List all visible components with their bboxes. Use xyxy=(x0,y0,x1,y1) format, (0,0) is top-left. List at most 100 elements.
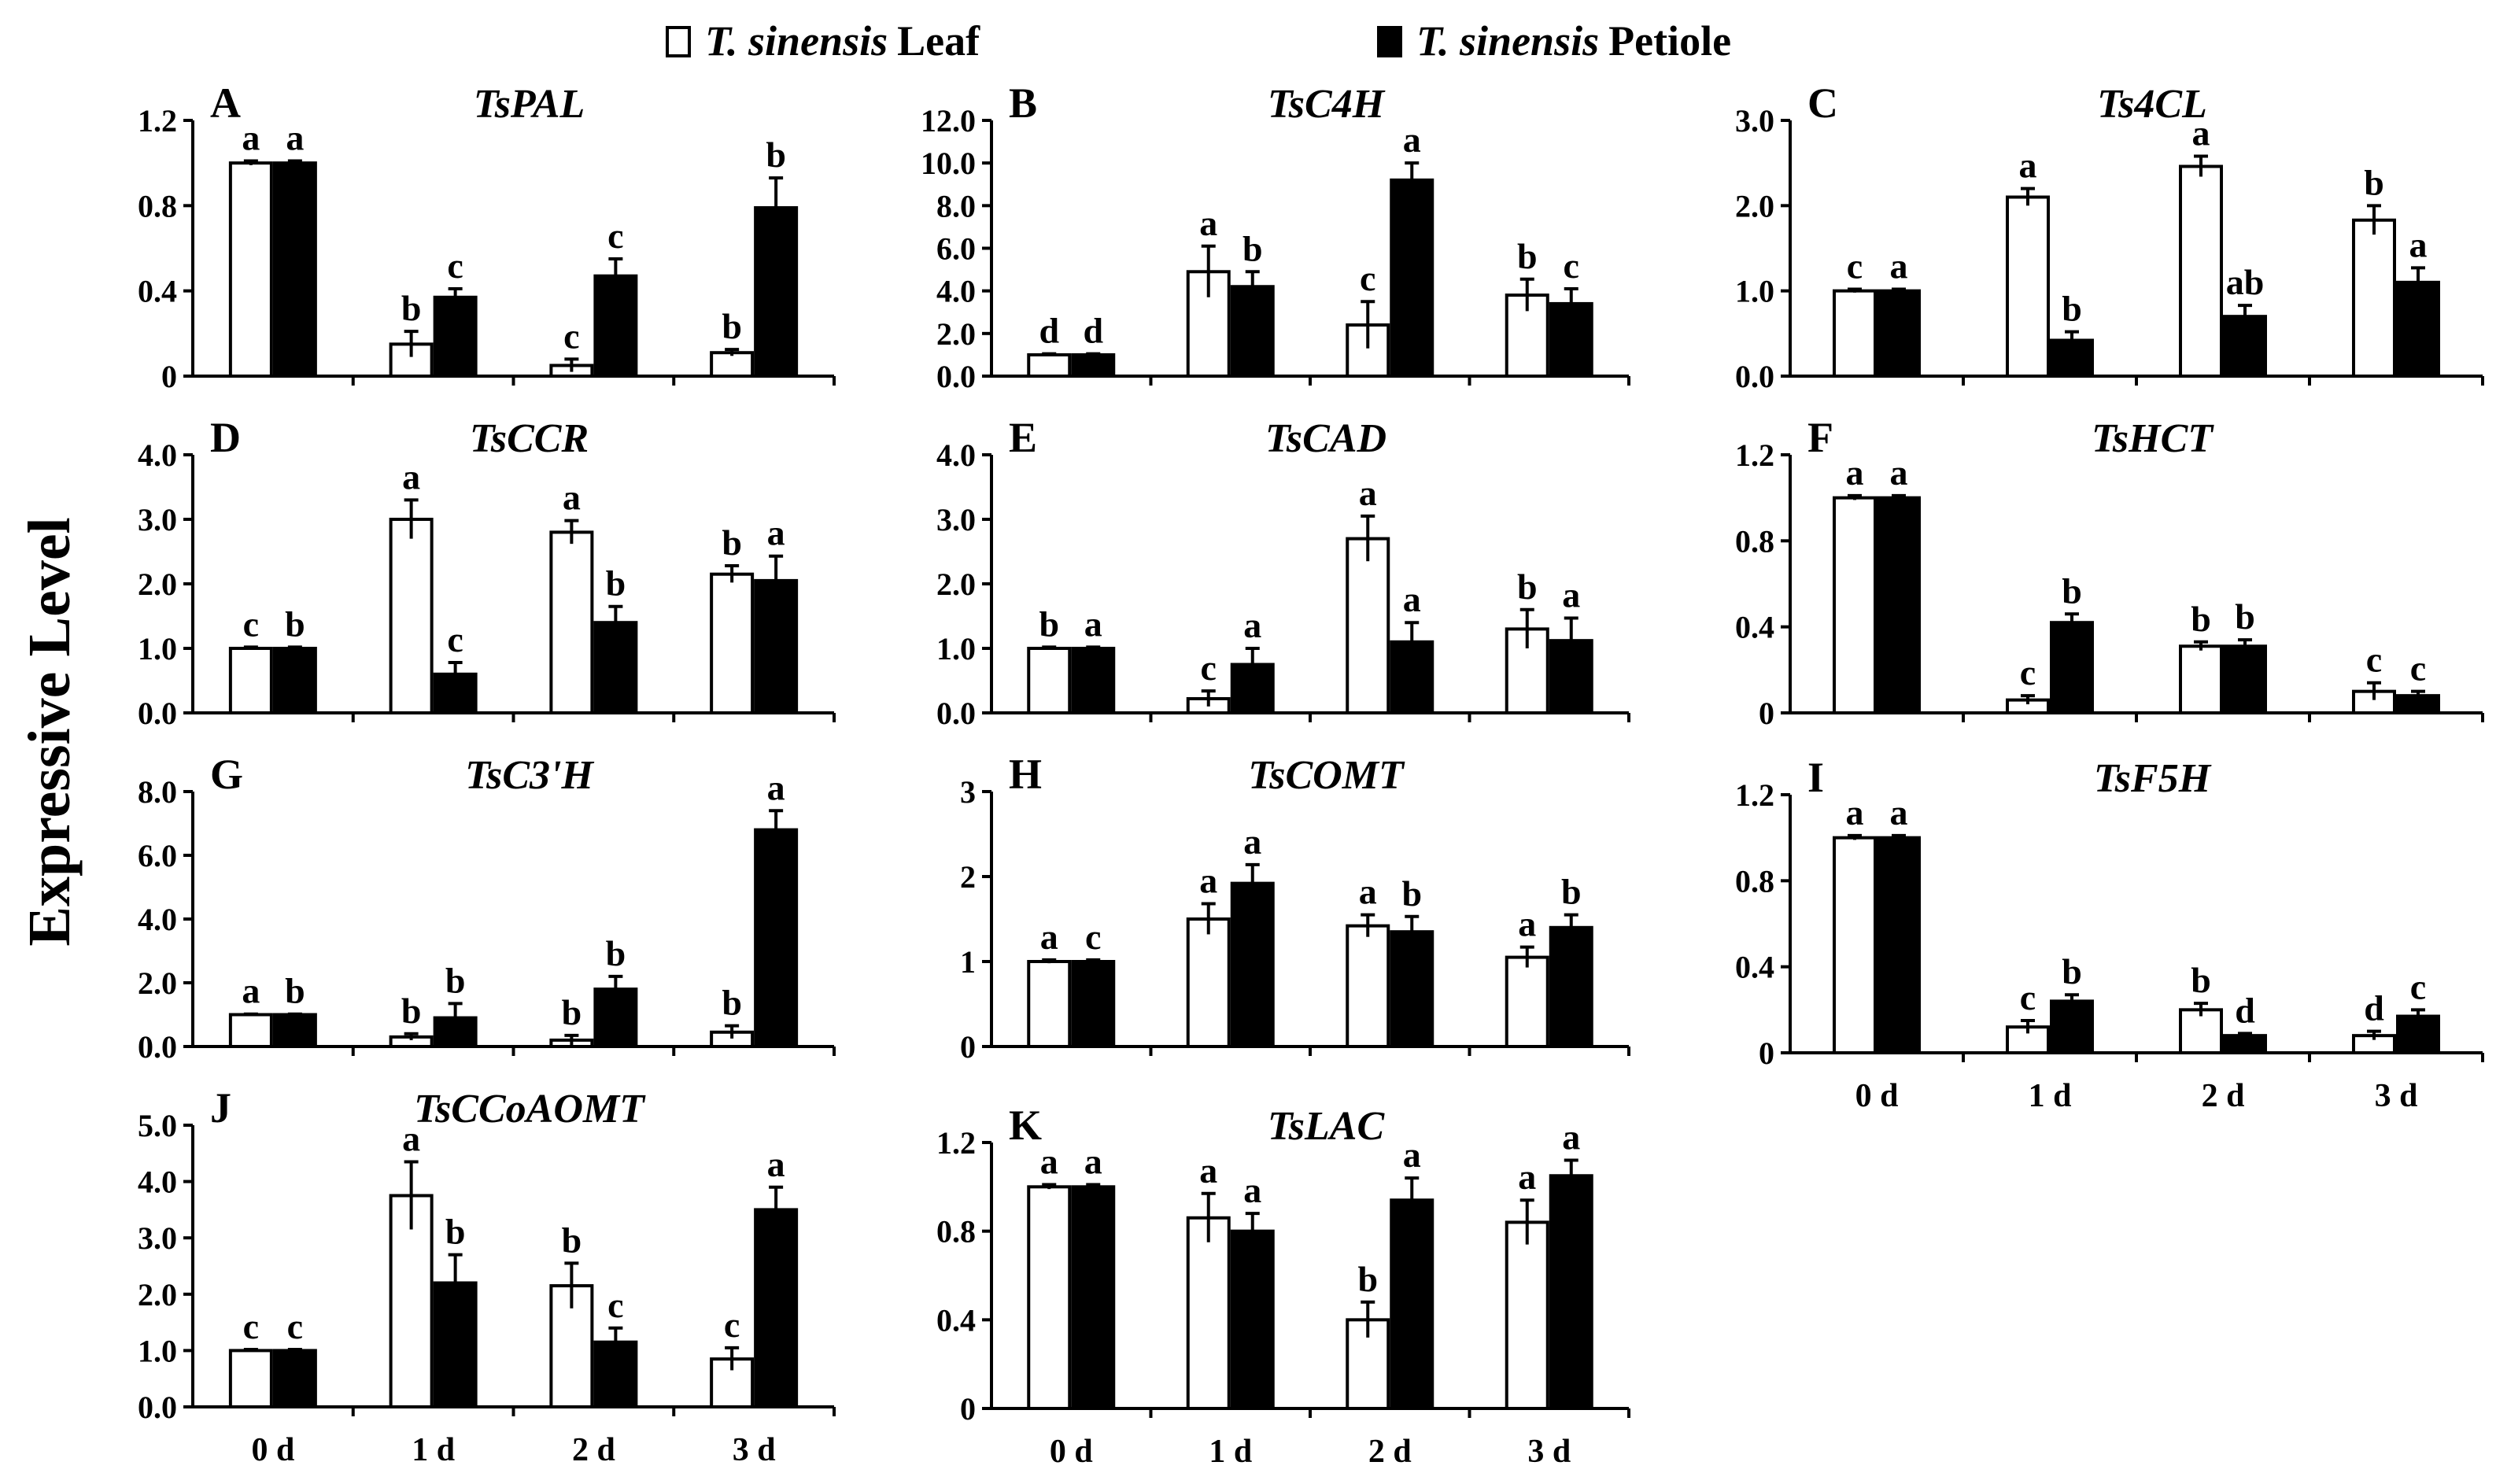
y-tick-label: 1.2 xyxy=(1735,777,1774,813)
significance-letter: a xyxy=(1846,452,1864,493)
x-tick-label: 3 d xyxy=(2375,1078,2418,1114)
y-tick-label: 0 xyxy=(1759,1035,1774,1071)
bar-petiole xyxy=(1877,289,1921,378)
significance-letter: c xyxy=(563,316,579,356)
significance-letter: c xyxy=(2410,648,2426,688)
bar-leaf xyxy=(1027,960,1072,1048)
y-tick-label: 3.0 xyxy=(138,1220,177,1256)
legend-leaf-swatch xyxy=(666,26,691,57)
significance-letter: a xyxy=(1518,904,1536,944)
significance-letter: b xyxy=(1517,236,1538,276)
significance-letter: a xyxy=(1403,1135,1421,1175)
y-tick-label: 0 xyxy=(960,1391,976,1427)
y-tick-label: 4.0 xyxy=(138,437,177,473)
x-tick-label: 1 d xyxy=(2029,1078,2072,1114)
significance-letter: a xyxy=(1040,1142,1058,1182)
bar-petiole xyxy=(1877,836,1921,1054)
bar-petiole xyxy=(1071,1185,1116,1411)
bar-leaf xyxy=(1833,836,1877,1054)
x-tick-label: 2 d xyxy=(2202,1078,2245,1114)
significance-letter: b xyxy=(562,1220,582,1260)
significance-letter: d xyxy=(1039,311,1059,351)
y-tick-label: 0.0 xyxy=(138,1029,177,1065)
significance-letter: a xyxy=(242,117,260,157)
significance-letter: d xyxy=(2364,988,2384,1028)
bar-leaf xyxy=(710,351,755,378)
bar-leaf xyxy=(2006,195,2050,378)
y-tick-label: 2.0 xyxy=(936,316,976,352)
y-tick-label: 0.8 xyxy=(936,1214,976,1250)
y-tick-label: 2.0 xyxy=(138,1277,177,1312)
significance-letter: c xyxy=(243,604,259,644)
bar-petiole xyxy=(1071,960,1116,1048)
significance-letter: c xyxy=(607,216,623,256)
significance-letter: a xyxy=(1890,246,1908,286)
significance-letter: c xyxy=(447,245,463,286)
y-tick-label: 10.0 xyxy=(921,146,976,181)
panel-title: TsPAL xyxy=(474,82,585,127)
y-tick-label: 0.4 xyxy=(1735,950,1774,985)
significance-letter: a xyxy=(1846,792,1864,832)
y-tick-label: 1.0 xyxy=(936,631,976,666)
panel-letter: G xyxy=(210,751,243,798)
significance-letter: b xyxy=(2191,960,2211,1000)
significance-letter: a xyxy=(767,1144,785,1184)
bar-petiole xyxy=(1549,925,1593,1049)
significance-letter: c xyxy=(243,1306,259,1346)
y-tick-label: 0.8 xyxy=(138,188,177,223)
y-tick-label: 4.0 xyxy=(936,437,976,473)
legend-petiole-label: T. sinensis Petiole xyxy=(1416,17,1731,65)
panel-title: TsCOMT xyxy=(1248,753,1405,798)
y-tick-label: 0.4 xyxy=(1735,610,1774,645)
y-tick-label: 1.0 xyxy=(1735,274,1774,309)
bar-petiole xyxy=(1549,1174,1593,1410)
bar-leaf xyxy=(549,530,594,715)
significance-letter: a xyxy=(767,767,785,807)
significance-letter: b xyxy=(722,522,742,563)
y-tick-label: 3.0 xyxy=(936,502,976,537)
significance-letter: c xyxy=(1360,258,1375,298)
y-tick-label: 3.0 xyxy=(1735,103,1774,138)
significance-letter: b xyxy=(445,1212,466,1252)
legend-petiole-tissue: Petiole xyxy=(1608,17,1731,65)
y-tick-label: 1.0 xyxy=(138,631,177,666)
y-tick-label: 6.0 xyxy=(138,838,177,873)
y-tick-label: 0.0 xyxy=(138,1390,177,1425)
significance-letter: a xyxy=(1562,574,1580,615)
significance-letter: c xyxy=(607,1285,623,1325)
legend-leaf-species: T. sinensis xyxy=(705,17,888,65)
panel-title: TsHCT xyxy=(2092,416,2214,461)
significance-letter: c xyxy=(1201,648,1217,688)
panel-j: 0.0 1.0 2.0 3.0 4.0 5.0 0 d 1 d 2 d 3 d J TsCCoAOMT… xyxy=(138,1084,836,1468)
bar-leaf xyxy=(1027,1185,1072,1411)
significance-letter: c xyxy=(447,619,463,659)
bar-petiole xyxy=(2223,1034,2267,1054)
y-axis-title: Expressive Level xyxy=(17,517,83,946)
bar-leaf xyxy=(228,647,273,714)
significance-letter: c xyxy=(2410,966,2426,1006)
significance-letter: a xyxy=(1084,604,1102,644)
significance-letter: ab xyxy=(2226,262,2265,302)
panel-letter: H xyxy=(1009,751,1042,798)
y-tick-label: 8.0 xyxy=(138,774,177,810)
significance-letter: d xyxy=(1083,311,1103,351)
y-tick-label: 2.0 xyxy=(936,567,976,602)
bar-leaf xyxy=(2179,644,2223,714)
significance-letter: a xyxy=(2192,113,2210,153)
significance-letter: a xyxy=(402,456,420,497)
significance-letter: b xyxy=(2191,599,2211,639)
bar-leaf xyxy=(389,1194,434,1408)
panel-letter: F xyxy=(1807,414,1833,461)
significance-letter: b xyxy=(1242,228,1263,268)
significance-letter: b xyxy=(722,306,742,346)
bar-leaf xyxy=(1833,496,1877,715)
bar-petiole xyxy=(1230,1229,1275,1410)
bar-leaf xyxy=(228,161,273,378)
